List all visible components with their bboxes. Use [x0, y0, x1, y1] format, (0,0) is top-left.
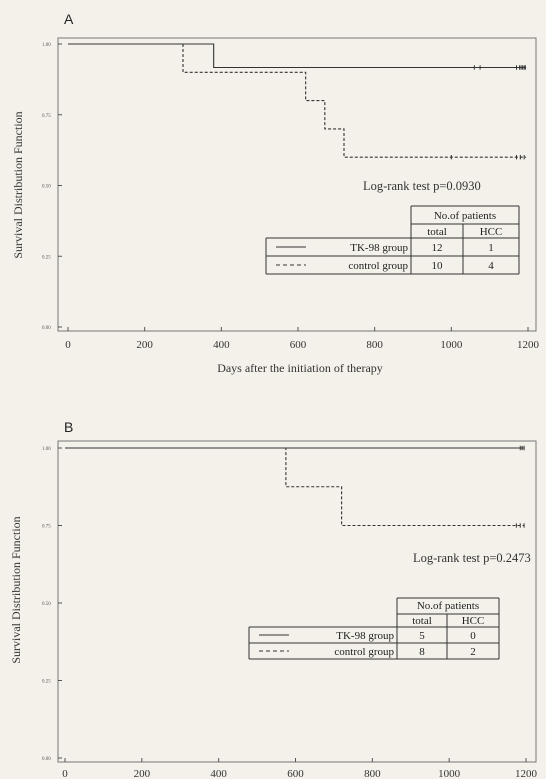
- y-tick-label: 0.75: [42, 114, 51, 119]
- legend-total-value: 8: [419, 646, 425, 658]
- y-tick-label: 0.75: [42, 525, 51, 530]
- y-tick-label: 0.00: [42, 326, 51, 331]
- legend-series-name: TK-98 group: [336, 630, 394, 642]
- legend-header: No.of patients: [417, 600, 479, 612]
- legend-series-name: TK-98 group: [350, 242, 408, 254]
- y-tick-label: 0.00: [42, 757, 51, 762]
- legend-series-name: control group: [334, 646, 394, 658]
- legend-series-name: control group: [348, 260, 408, 272]
- x-tick-label: 1000: [438, 768, 461, 779]
- x-tick-label: 0: [62, 768, 68, 779]
- y-tick-label: 1.00: [42, 447, 51, 452]
- legend-col-total: total: [427, 226, 447, 238]
- legend-col-hcc: HCC: [462, 615, 485, 627]
- y-tick-label: 0.50: [42, 185, 51, 190]
- y-tick-label: 0.50: [42, 602, 51, 607]
- x-tick-label: 0: [65, 339, 71, 351]
- y-tick-label: 0.25: [42, 255, 51, 260]
- y-axis-title: Survival Distribution Function: [9, 516, 23, 663]
- legend-total-value: 10: [432, 260, 444, 272]
- log-rank-annotation: Log-rank test p=0.0930: [363, 179, 481, 193]
- series-line-control: [68, 43, 527, 158]
- y-tick-label: 1.00: [42, 43, 51, 48]
- legend-col-total: total: [412, 615, 432, 627]
- legend-col-hcc: HCC: [480, 226, 503, 238]
- legend-table: No.of patients total HCC TK-98 group 5 0 contr…: [248, 597, 500, 660]
- legend-hcc-value: 4: [488, 260, 494, 272]
- legend-hcc-value: 2: [470, 646, 476, 658]
- legend-hcc-value: 1: [488, 242, 494, 254]
- series-line-tk98: [68, 43, 527, 69]
- log-rank-annotation: Log-rank test p=0.2473: [413, 551, 531, 565]
- x-tick-label: 600: [290, 339, 307, 351]
- legend-hcc-value: 0: [470, 630, 476, 642]
- x-tick-label: 1200: [515, 768, 538, 779]
- x-tick-label: 200: [136, 339, 153, 351]
- legend-total-value: 12: [432, 242, 443, 254]
- panel-label: A: [64, 11, 74, 27]
- x-tick-label: 800: [364, 768, 381, 779]
- legend-header: No.of patients: [434, 210, 496, 222]
- x-tick-label: 1200: [517, 339, 540, 351]
- panel-b: B 0.00 0.25 0.50 0.75 1.00 0 200 400 600 800 1000 12…: [9, 419, 538, 779]
- y-axis-title: Survival Distribution Function: [11, 111, 25, 258]
- x-tick-label: 200: [134, 768, 151, 779]
- panel-a: A 0.00 0.25 0.50 0.75 1.00 0 200 400 600 800 1000 12…: [11, 11, 540, 375]
- series-line-control: [65, 447, 525, 527]
- x-axis-title: Days after the initiation of therapy: [217, 361, 383, 375]
- x-tick-label: 1000: [440, 339, 463, 351]
- legend-table: No.of patients total HCC TK-98 group 12 1 cont…: [265, 205, 520, 275]
- legend-total-value: 5: [419, 630, 425, 642]
- x-tick-label: 800: [366, 339, 383, 351]
- panel-label: B: [64, 419, 73, 435]
- plot-frame: [57, 37, 537, 332]
- plot-frame: [57, 440, 537, 763]
- y-tick-label: 0.25: [42, 680, 51, 685]
- x-tick-label: 600: [287, 768, 304, 779]
- x-tick-label: 400: [213, 339, 230, 351]
- x-tick-label: 400: [210, 768, 227, 779]
